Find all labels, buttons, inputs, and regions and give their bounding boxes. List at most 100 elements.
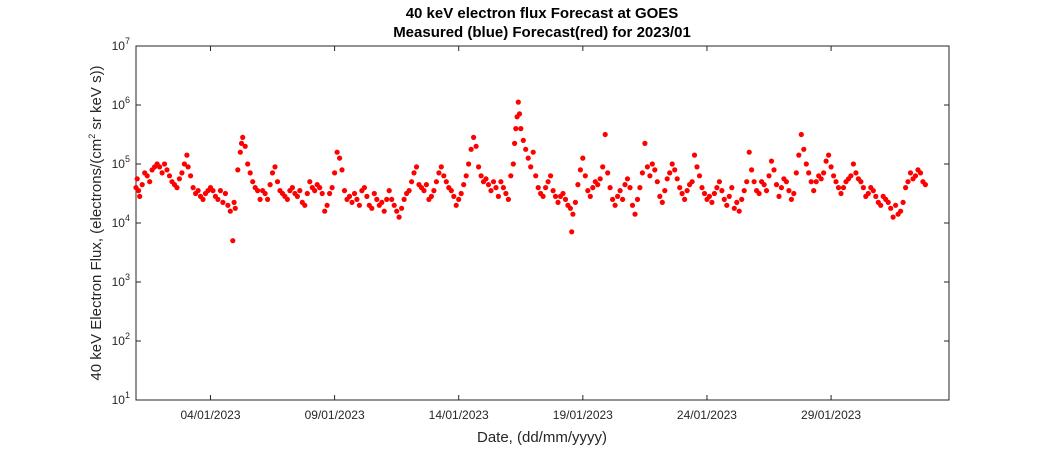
forecast-point [870,188,876,194]
forecast-point [768,158,775,164]
forecast-point [632,211,638,217]
forecast-point [811,188,817,194]
forecast-point [147,179,153,185]
forecast-point [652,167,658,173]
forecast-point [503,190,509,197]
y-tick-label: 101 [112,390,130,407]
forecast-point [433,179,439,185]
forecast-point [701,190,708,197]
forecast-point [337,155,343,161]
forecast-point [235,167,241,173]
forecast-point [528,164,534,170]
forecast-point [220,199,226,205]
forecast-point [716,179,723,185]
forecast-point [255,188,261,194]
forecast-point [761,182,767,188]
forecast-point [164,167,170,173]
forecast-point [535,185,541,191]
forecast-point [386,188,392,194]
forecast-point [423,182,429,188]
forecast-point [850,161,857,167]
forecast-point [525,155,531,161]
forecast-point [890,214,896,220]
forecast-point [520,137,526,143]
forecast-point [610,196,616,202]
forecast-point [577,167,584,173]
forecast-point [622,182,628,188]
forecast-point [696,173,703,179]
forecast-point [451,193,457,199]
x-tick-label: 29/01/2023 [801,408,861,422]
forecast-point [242,143,248,149]
forecast-point [667,170,673,176]
forecast-point [245,161,251,167]
forecast-point [471,134,477,140]
forecast-point [684,188,690,194]
forecast-point [500,185,506,191]
y-tick-label: 103 [112,272,130,289]
forecast-point [332,170,338,176]
forecast-point [597,176,603,182]
forecast-point [478,173,484,179]
forecast-point [627,185,633,191]
forecast-point [371,190,377,197]
forecast-point [739,196,745,202]
forecast-point [806,170,812,176]
forecast-point [771,167,777,173]
forecast-point [729,185,735,191]
forecast-point [644,164,651,170]
forecast-point [453,202,459,208]
forecast-point [796,152,802,158]
forecast-point [530,149,536,155]
forecast-point [888,205,894,211]
forecast-point [533,173,539,179]
forecast-point [543,185,549,191]
forecast-point [672,167,678,173]
forecast-point [468,146,474,152]
forecast-point [677,185,683,191]
forecast-point [689,179,695,185]
forecast-point [523,146,529,152]
forecast-point [458,190,464,197]
forecast-point [381,208,387,214]
forecast-point [709,199,715,205]
forecast-point [912,173,919,179]
forecast-point [389,196,395,202]
forecast-point [262,190,268,197]
forecast-point [508,173,514,179]
forecast-point [823,158,829,164]
forecast-point [135,188,142,194]
forecast-point [139,182,145,188]
forecast-point [778,185,785,191]
forecast-point [369,205,375,211]
forecast-point [766,173,772,179]
forecast-point [654,179,660,185]
forecast-point [297,188,303,194]
forecast-point [917,170,924,176]
forecast-point [307,179,313,185]
forecast-point [232,205,238,211]
y-tick-label: 107 [112,36,130,53]
forecast-point [893,202,899,208]
forecast-point [272,164,278,170]
forecast-point [751,179,757,185]
forecast-point [179,170,185,176]
forecast-point [555,199,561,205]
forecast-point [540,193,546,199]
forecast-point [511,140,518,146]
forecast-point [374,196,380,202]
forecast-point [878,202,884,208]
forecast-point [900,199,906,205]
forecast-point [763,188,770,194]
forecast-point [664,176,670,182]
forecast-point [669,161,675,167]
forecast-point [898,208,904,214]
forecast-point [327,190,333,197]
forecast-series [133,99,929,244]
forecast-point [885,199,891,205]
forecast-point [304,190,310,197]
forecast-point [838,190,844,197]
forecast-point [349,199,355,205]
forecast-point [776,193,782,199]
